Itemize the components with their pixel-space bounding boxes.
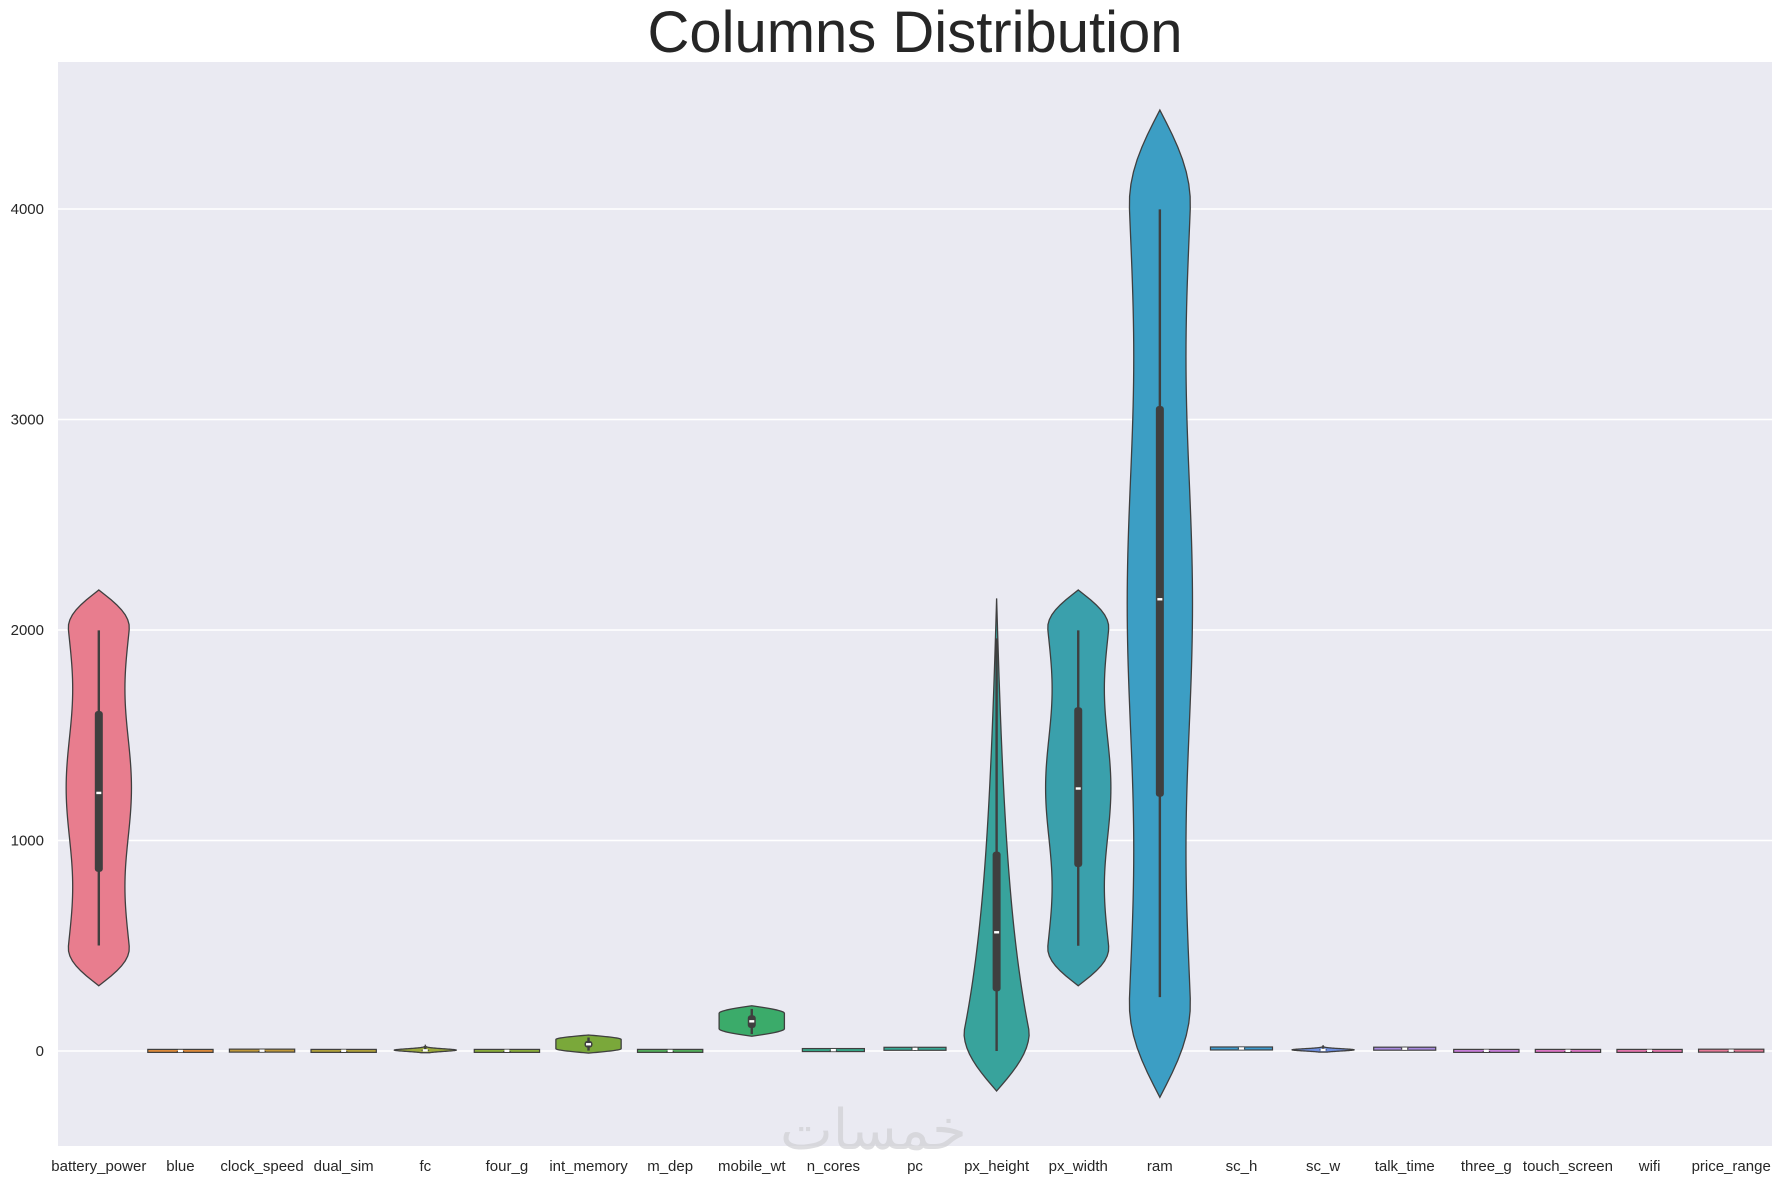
violin-sc_h <box>1209 1046 1274 1051</box>
violin-four_g <box>473 1048 541 1053</box>
violin-three_g <box>1453 1048 1520 1053</box>
violin-median-m_dep <box>667 1049 673 1053</box>
plot-area <box>58 62 1772 1146</box>
violin-ram <box>1126 108 1194 1099</box>
ytick-label-0: 0 <box>36 1043 44 1060</box>
xtick-label-four_g: four_g <box>486 1158 529 1175</box>
violin-mobile_wt <box>718 1005 786 1037</box>
xtick-label-price_range: price_range <box>1692 1158 1771 1175</box>
watermark: خمسات <box>780 1098 967 1163</box>
ytick-label-3000: 3000 <box>11 412 44 429</box>
violin-median-pc <box>912 1047 918 1051</box>
xtick-label-px_height: px_height <box>964 1158 1030 1175</box>
violin-fc <box>393 1044 458 1054</box>
violin-median-wifi <box>1647 1049 1653 1052</box>
violin-median-px_height <box>994 931 1000 934</box>
xtick-label-pc: pc <box>907 1158 923 1175</box>
xtick-label-int_memory: int_memory <box>549 1158 628 1175</box>
violin-iqr-box-ram <box>1155 406 1164 797</box>
violin-median-ram <box>1157 598 1163 601</box>
violin-px_width <box>1044 589 1112 987</box>
violin-m_dep <box>636 1048 704 1053</box>
xtick-label-dual_sim: dual_sim <box>314 1158 374 1175</box>
violin-median-n_cores <box>830 1048 836 1052</box>
xtick-label-three_g: three_g <box>1461 1158 1512 1175</box>
violin-iqr-box-px_width <box>1074 707 1083 868</box>
violin-clock_speed <box>228 1048 296 1053</box>
violin-touch_screen <box>1534 1048 1602 1053</box>
xtick-label-clock_speed: clock_speed <box>220 1158 303 1175</box>
xtick-label-sc_h: sc_h <box>1226 1158 1258 1175</box>
violin-px_height <box>963 598 1030 1092</box>
violin-wifi <box>1616 1048 1683 1053</box>
violin-n_cores <box>801 1047 865 1053</box>
violin-median-touch_screen <box>1565 1049 1571 1052</box>
violin-pc <box>883 1046 947 1051</box>
xtick-label-fc: fc <box>419 1158 431 1175</box>
violin-blue <box>147 1048 214 1053</box>
chart-title: Columns Distribution <box>647 0 1183 65</box>
xtick-label-m_dep: m_dep <box>647 1158 693 1175</box>
violin-iqr-box-px_height <box>992 851 1001 992</box>
xtick-label-ram: ram <box>1147 1158 1173 1175</box>
violin-median-battery_power <box>96 791 102 795</box>
violin-sc_w <box>1291 1045 1356 1053</box>
y-axis-ticks: 0 1000 2000 3000 4000 <box>11 201 44 1060</box>
xtick-label-wifi: wifi <box>1638 1158 1661 1175</box>
violin-median-three_g <box>1483 1049 1489 1052</box>
violin-int_memory <box>555 1034 622 1054</box>
violin-median-talk_time <box>1402 1047 1408 1050</box>
violin-median-int_memory <box>586 1043 592 1046</box>
violin-iqr-box-battery_power <box>94 711 103 872</box>
xtick-label-talk_time: talk_time <box>1375 1158 1435 1175</box>
xtick-label-sc_w: sc_w <box>1306 1158 1340 1175</box>
xtick-label-n_cores: n_cores <box>807 1158 860 1175</box>
x-axis-ticks: battery_power blue clock_speed dual_sim fc fo… <box>51 1158 1771 1175</box>
violin-median-mobile_wt <box>749 1020 755 1023</box>
xtick-label-mobile_wt: mobile_wt <box>718 1158 786 1175</box>
xtick-label-blue: blue <box>166 1158 194 1175</box>
violin-median-sc_h <box>1238 1047 1244 1050</box>
violin-median-fc <box>422 1049 428 1052</box>
violin-median-px_width <box>1075 787 1081 790</box>
violin-median-dual_sim <box>341 1049 347 1052</box>
ytick-label-1000: 1000 <box>11 833 44 850</box>
ytick-label-4000: 4000 <box>11 201 44 218</box>
violin-price_range <box>1697 1048 1765 1053</box>
xtick-label-px_width: px_width <box>1049 1158 1108 1175</box>
xtick-label-touch_screen: touch_screen <box>1523 1158 1613 1175</box>
violin-median-blue <box>177 1049 183 1053</box>
violins <box>65 108 1765 1099</box>
violin-battery_power <box>65 589 133 987</box>
violin-median-sc_w <box>1320 1048 1326 1052</box>
xtick-label-battery_power: battery_power <box>51 1158 146 1175</box>
violin-talk_time <box>1373 1046 1437 1051</box>
violin-median-clock_speed <box>259 1049 265 1052</box>
ytick-label-2000: 2000 <box>11 622 44 639</box>
violin-median-price_range <box>1728 1049 1734 1052</box>
violin-median-four_g <box>504 1049 510 1052</box>
violin-dual_sim <box>310 1048 377 1053</box>
